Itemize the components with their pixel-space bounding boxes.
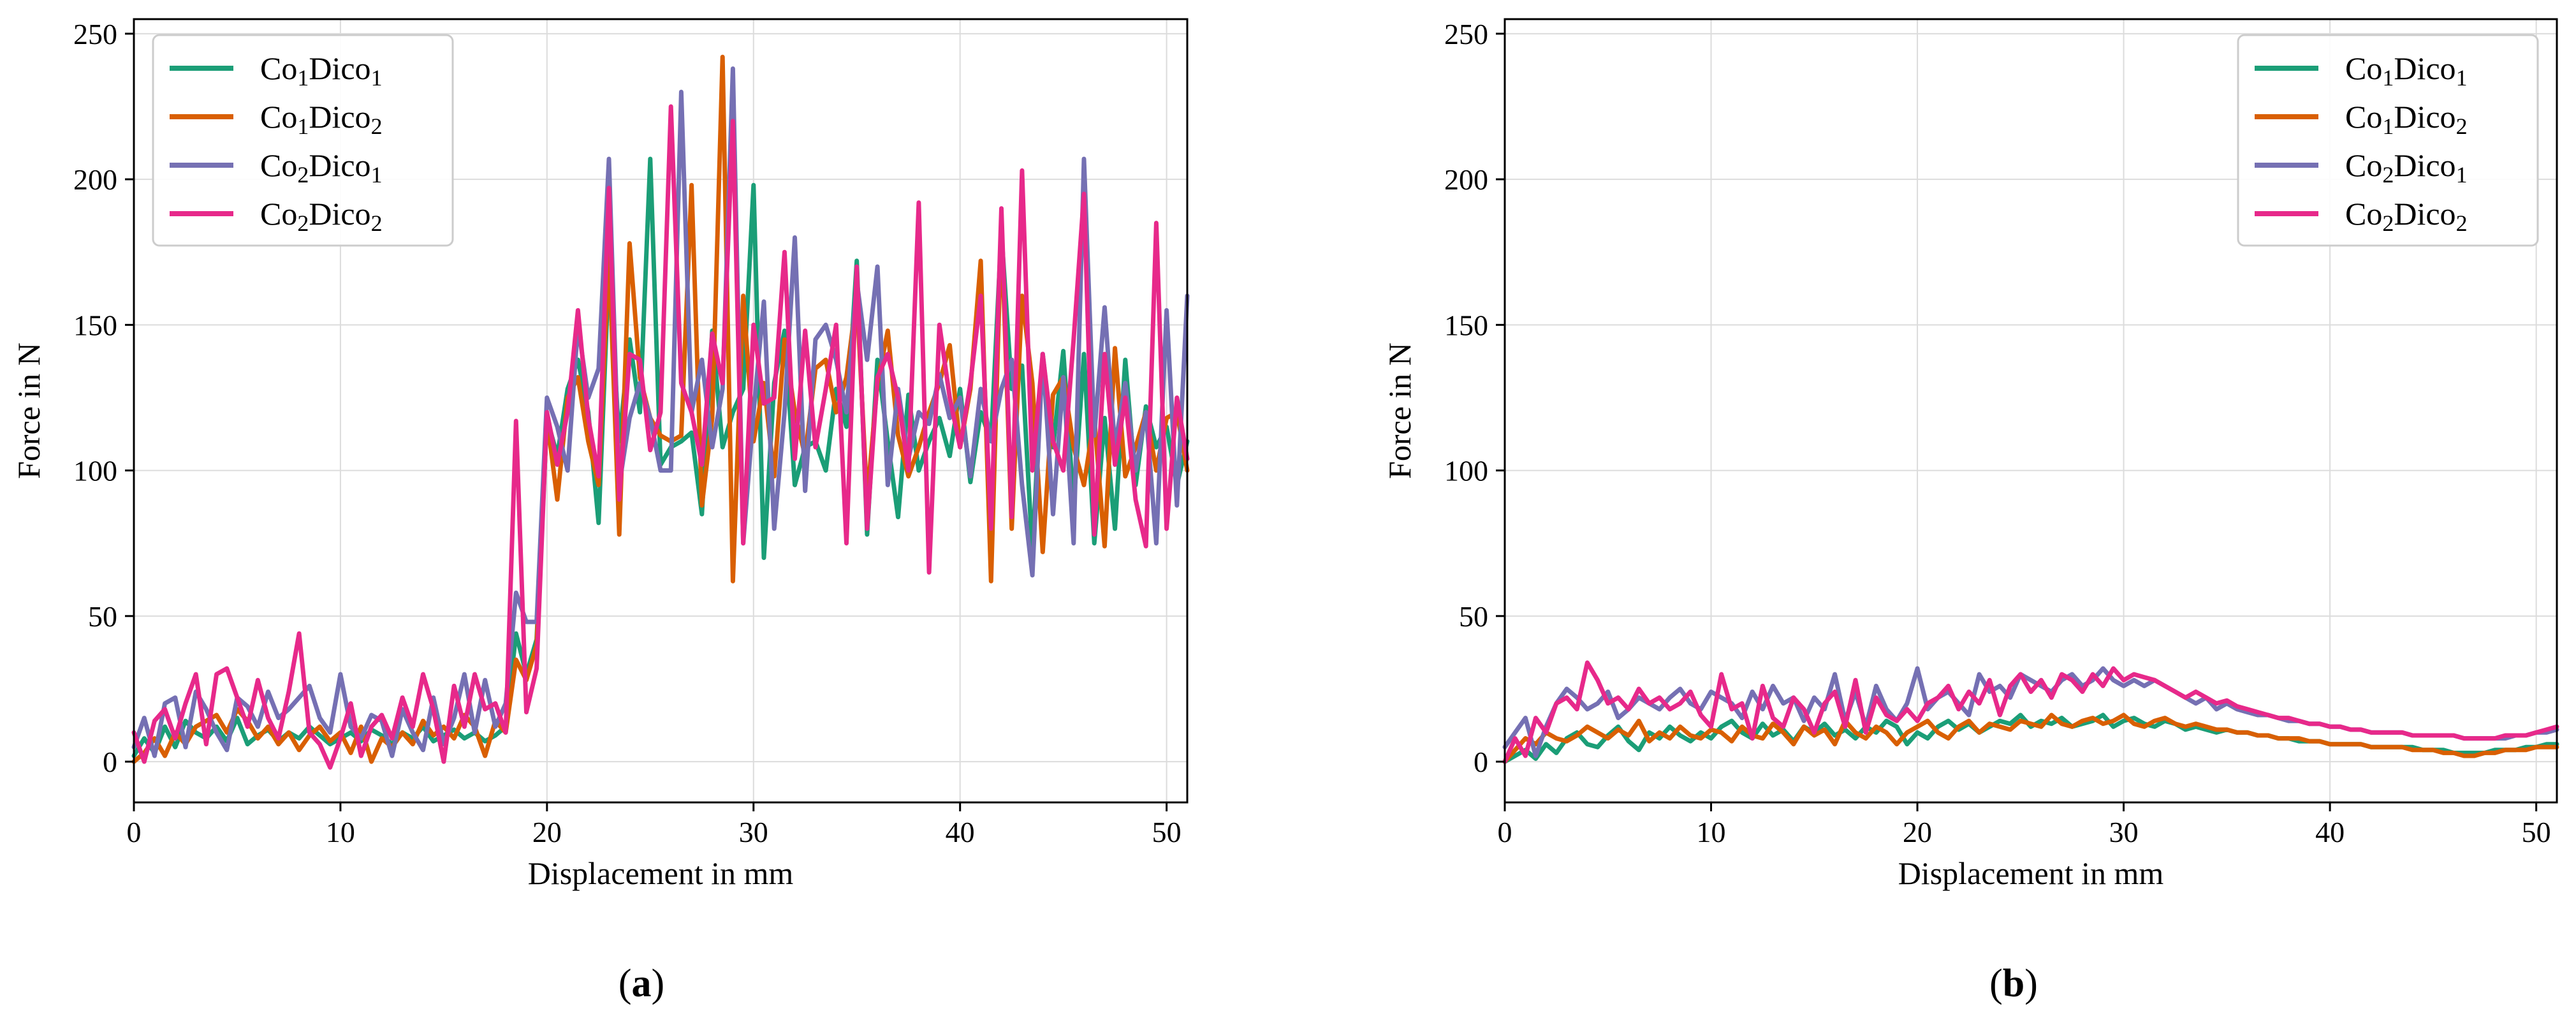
x-tick-label: 0 bbox=[127, 816, 142, 848]
x-tick-label: 50 bbox=[1152, 816, 1182, 848]
legend-label: Co1Dico2 bbox=[260, 99, 383, 139]
x-tick-label: 10 bbox=[1697, 816, 1726, 848]
x-axis-title: Displacement in mm bbox=[528, 855, 794, 891]
y-tick-label: 250 bbox=[73, 18, 117, 50]
panel-b-label-close: ) bbox=[2024, 962, 2038, 1005]
panel-a-label-open: ( bbox=[618, 962, 632, 1005]
panel-b: 0 10 20 30 40 50 0 50 100 150 200 250 Displacement i… bbox=[1382, 18, 2559, 891]
legend-box bbox=[152, 34, 454, 247]
panel-a: 0 10 20 30 40 50 0 50 100 150 200 250 Displacement i… bbox=[11, 18, 1190, 891]
legend-item-Co2Dico2: Co2Dico2 bbox=[2255, 196, 2468, 236]
x-tick-label: 0 bbox=[1498, 816, 1512, 848]
series-line-Co2Dico1 bbox=[1502, 666, 2559, 758]
legend-label: Co2Dico2 bbox=[260, 196, 383, 236]
series-line-Co1Dico2 bbox=[1502, 712, 2559, 764]
legend-item-Co2Dico2: Co2Dico2 bbox=[170, 196, 383, 236]
y-tick-label: 150 bbox=[1444, 309, 1488, 341]
legend-label: Co1Dico1 bbox=[2345, 50, 2468, 91]
x-tick-label: 40 bbox=[946, 816, 975, 848]
x-tick-label: 20 bbox=[532, 816, 562, 848]
legend-item-Co1Dico1: Co1Dico1 bbox=[2255, 50, 2468, 91]
panel-a-label-close: ) bbox=[652, 962, 665, 1005]
y-tick-label: 150 bbox=[73, 309, 117, 341]
legend: Co1Dico1 Co1Dico2 Co2Dico1 Co2Dico2 bbox=[152, 34, 454, 247]
y-axis-title: Force in N bbox=[1382, 343, 1417, 479]
legend-label: Co1Dico2 bbox=[2345, 99, 2468, 139]
legend: Co1Dico1 Co1Dico2 Co2Dico1 Co2Dico2 bbox=[2237, 34, 2539, 247]
x-tick-label: 50 bbox=[2522, 816, 2551, 848]
x-tick-label: 20 bbox=[1903, 816, 1932, 848]
y-tick-label: 100 bbox=[73, 455, 117, 487]
legend-item-Co1Dico1: Co1Dico1 bbox=[170, 50, 383, 91]
y-tick-label: 200 bbox=[73, 163, 117, 196]
x-tick-label: 30 bbox=[739, 816, 768, 848]
x-tick-label: 10 bbox=[326, 816, 355, 848]
series-line-Co2Dico1 bbox=[131, 66, 1190, 758]
y-tick-label: 250 bbox=[1444, 18, 1488, 50]
plot-frame bbox=[1504, 18, 2558, 804]
legend-label: Co2Dico2 bbox=[2345, 196, 2468, 236]
y-tick-label: 0 bbox=[103, 746, 117, 778]
series-line-Co2Dico2 bbox=[1502, 660, 2559, 764]
x-axis-title: Displacement in mm bbox=[1898, 855, 2164, 891]
panel-a-label-letter: a bbox=[632, 962, 652, 1005]
x-tick-label: 40 bbox=[2315, 816, 2345, 848]
legend-item-Co2Dico1: Co2Dico1 bbox=[2255, 147, 2468, 188]
y-tick-label: 0 bbox=[1474, 746, 1488, 778]
legend-item-Co1Dico2: Co1Dico2 bbox=[2255, 99, 2468, 139]
panel-b-label-open: ( bbox=[1989, 962, 2003, 1005]
legend-box bbox=[2237, 34, 2539, 247]
y-tick-label: 50 bbox=[1459, 600, 1488, 633]
x-tick-label: 30 bbox=[2109, 816, 2139, 848]
series-line-Co2Dico2 bbox=[131, 104, 1190, 770]
y-tick-label: 100 bbox=[1444, 455, 1488, 487]
legend-item-Co2Dico1: Co2Dico1 bbox=[170, 147, 383, 188]
panel-b-label: (b) bbox=[1989, 962, 2038, 1005]
panel-b-label-letter: b bbox=[2003, 962, 2024, 1005]
legend-label: Co1Dico1 bbox=[260, 50, 383, 91]
legend-label: Co2Dico1 bbox=[2345, 147, 2468, 188]
legend-item-Co1Dico2: Co1Dico2 bbox=[170, 99, 383, 139]
plot-frame bbox=[133, 18, 1189, 804]
y-axis-title: Force in N bbox=[11, 343, 47, 479]
y-tick-label: 200 bbox=[1444, 163, 1488, 196]
y-tick-label: 50 bbox=[88, 600, 117, 633]
panel-a-label: (a) bbox=[618, 962, 664, 1005]
legend-label: Co2Dico1 bbox=[260, 147, 383, 188]
